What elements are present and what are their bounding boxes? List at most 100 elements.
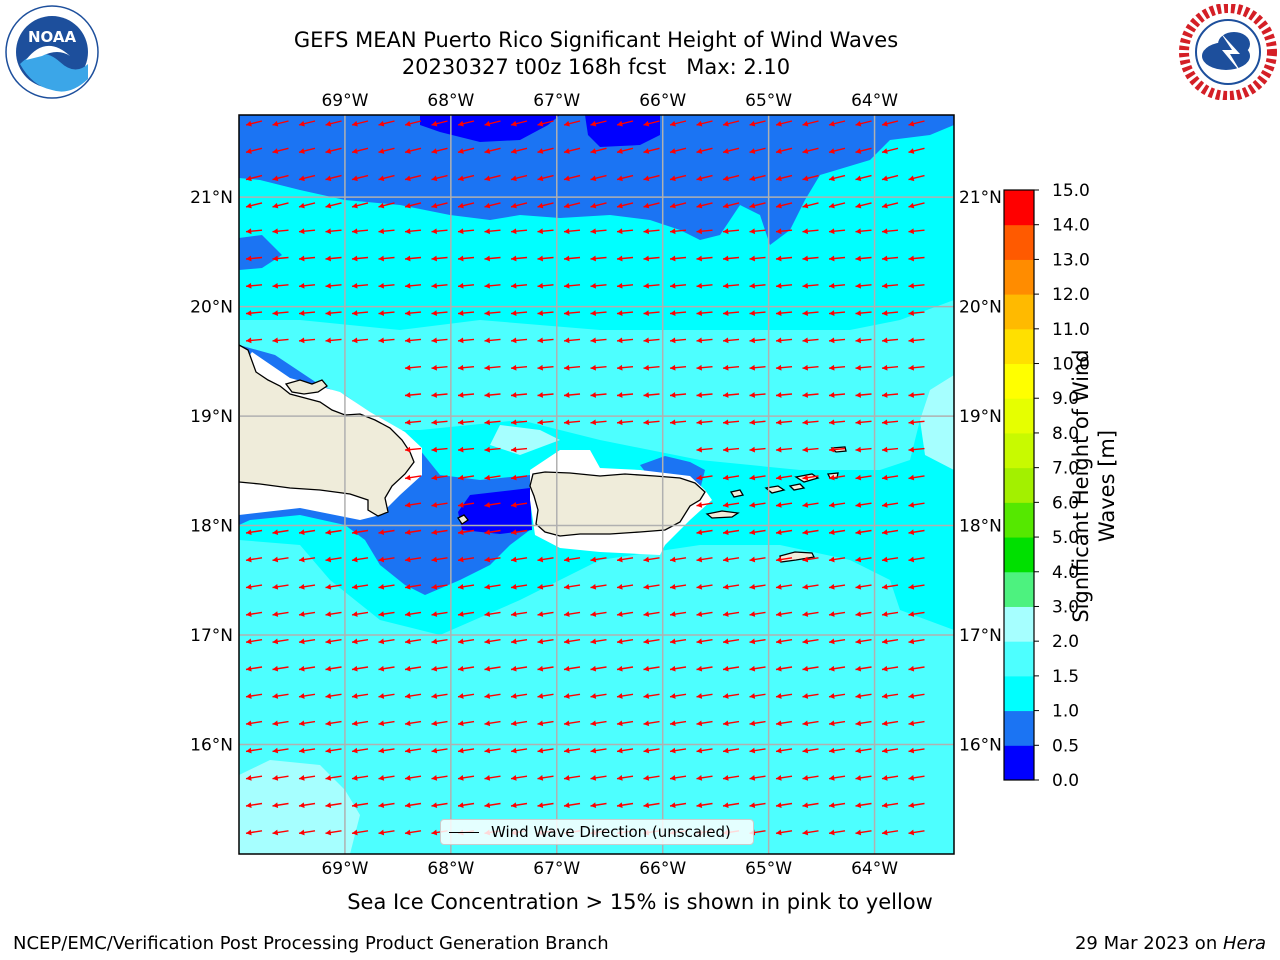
wind-wave-arrow	[245, 255, 263, 262]
wind-wave-arrow	[749, 364, 766, 371]
wind-wave-arrow	[616, 337, 634, 344]
wind-wave-arrow	[696, 310, 713, 316]
wind-wave-arrow	[563, 282, 581, 289]
wind-wave-arrow	[908, 665, 925, 672]
wind-wave-arrow	[510, 282, 528, 289]
wind-wave-arrow	[245, 228, 263, 235]
wind-wave-arrow	[881, 392, 899, 398]
wind-wave-arrow	[749, 419, 766, 426]
wind-wave-arrow	[325, 174, 342, 182]
footer-host: Hera	[1222, 933, 1266, 954]
wind-wave-arrow	[775, 392, 793, 398]
wind-wave-arrow	[590, 310, 607, 316]
wind-wave-arrow	[563, 638, 581, 645]
wind-wave-arrow	[537, 747, 554, 754]
wind-wave-arrow	[404, 310, 422, 316]
wind-wave-arrow	[908, 720, 925, 727]
wind-wave-arrow	[298, 310, 316, 316]
wind-wave-arrow	[643, 419, 660, 426]
wind-wave-arrow	[272, 228, 289, 235]
wind-wave-arrow	[378, 556, 395, 563]
wind-wave-arrow	[881, 419, 899, 426]
wind-wave-arrow	[855, 638, 872, 645]
wind-wave-arrow	[828, 255, 846, 262]
wind-wave-arrow	[245, 310, 263, 316]
wind-wave-arrow	[696, 802, 713, 809]
colorbar-tick-label: 9.0	[1052, 389, 1079, 409]
wind-wave-arrow	[749, 255, 766, 262]
lon-tick-bottom: 67°W	[533, 859, 580, 879]
wind-wave-arrow	[908, 310, 925, 316]
wind-wave-arrow	[272, 310, 289, 316]
wind-wave-arrow	[484, 446, 501, 453]
wind-wave-arrow	[404, 747, 422, 754]
wind-wave-arrow	[722, 502, 740, 508]
wind-wave-arrow	[378, 228, 395, 235]
wind-wave-arrow	[616, 665, 634, 672]
lon-tick-top: 64°W	[851, 91, 898, 111]
lat-tick-left: 20°N	[190, 298, 233, 318]
wind-wave-arrow	[590, 747, 607, 754]
wind-wave-arrow	[563, 337, 581, 344]
wind-wave-arrow	[855, 611, 872, 617]
wind-wave-arrow	[537, 720, 554, 727]
wind-wave-arrow	[643, 282, 660, 289]
footer-date: 29 Mar 2023 on Hera	[1075, 933, 1266, 954]
wind-wave-arrow	[537, 337, 554, 344]
wind-wave-arrow	[908, 747, 925, 754]
wind-wave-arrow	[457, 419, 475, 426]
wind-wave-arrow	[643, 392, 660, 398]
wind-wave-arrow	[775, 693, 793, 699]
wind-wave-arrow	[616, 147, 634, 154]
wind-wave-arrow	[908, 802, 925, 809]
wind-wave-arrow	[616, 364, 634, 371]
wind-wave-arrow	[590, 720, 607, 727]
colorbar-tick-label: 6.0	[1052, 493, 1079, 513]
wind-wave-arrow	[828, 638, 846, 645]
wind-wave-arrow	[722, 337, 740, 344]
wind-wave-arrow	[325, 147, 342, 154]
wind-wave-arrow	[378, 611, 395, 617]
wind-wave-arrow	[855, 120, 872, 127]
wind-wave-arrow	[325, 720, 342, 727]
wind-wave-arrow	[245, 529, 263, 536]
wind-wave-arrow	[908, 556, 925, 563]
wind-wave-arrow	[669, 665, 687, 672]
wind-wave-arrow	[404, 419, 422, 426]
wind-wave-arrow	[510, 502, 528, 508]
wind-wave-arrow	[855, 829, 872, 836]
colorbar-label-line1: Significant Height of Wind	[1069, 349, 1093, 623]
wind-wave-arrow	[510, 802, 528, 809]
wind-wave-arrow	[378, 529, 395, 536]
wind-wave-arrow	[643, 174, 660, 182]
wind-wave-arrow	[563, 665, 581, 672]
wind-wave-arrow	[802, 720, 819, 727]
wind-wave-arrow	[378, 337, 395, 344]
wind-wave-arrow	[537, 392, 554, 398]
wind-wave-arrow	[855, 802, 872, 809]
wind-wave-arrow	[457, 693, 475, 699]
wind-wave-arrow	[404, 120, 422, 127]
wind-wave-arrow	[298, 120, 316, 127]
wind-wave-arrow	[537, 202, 554, 209]
wind-wave-arrow	[378, 120, 395, 127]
wind-wave-arrow	[775, 665, 793, 672]
wind-wave-arrow	[828, 775, 846, 781]
colorbar-segment	[1004, 467, 1034, 503]
lat-tick-left: 21°N	[190, 188, 233, 208]
wind-wave-arrow	[431, 337, 448, 344]
wind-wave-arrow	[696, 337, 713, 344]
wind-wave-arrow	[616, 392, 634, 398]
wind-wave-arrow	[881, 120, 899, 127]
wind-wave-arrow	[457, 310, 475, 316]
wind-wave-arrow	[563, 720, 581, 727]
wind-wave-arrow	[616, 174, 634, 182]
wind-wave-arrow	[643, 228, 660, 235]
wind-wave-arrow	[431, 228, 448, 235]
wind-wave-arrow	[431, 583, 448, 590]
wind-wave-arrow	[643, 747, 660, 754]
wind-wave-arrow	[669, 364, 687, 371]
wind-wave-arrow	[802, 693, 819, 699]
wind-wave-arrow	[881, 802, 899, 809]
wind-wave-arrow	[722, 255, 740, 262]
